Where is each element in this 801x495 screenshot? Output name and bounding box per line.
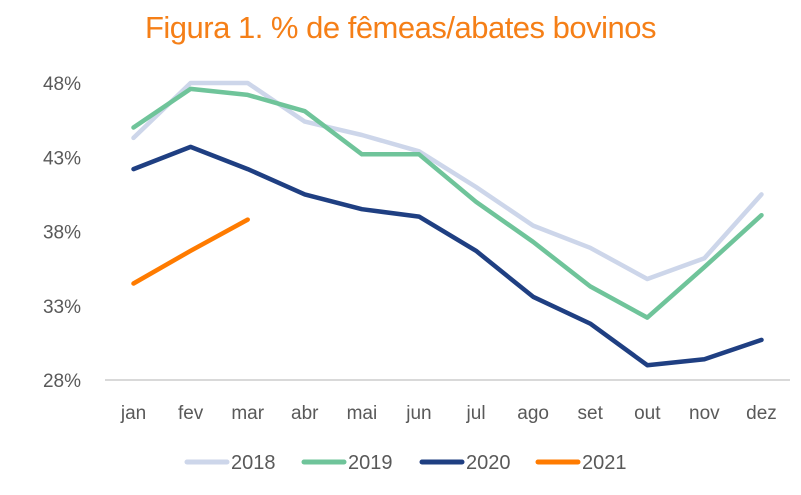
legend: 2018 2019 2020 2021 bbox=[184, 452, 627, 474]
x-tick-label: out bbox=[634, 403, 661, 424]
y-axis-ticks: 28% 33% 38% 43% 48% bbox=[43, 74, 81, 392]
x-tick-label: jun bbox=[405, 403, 431, 424]
series-line-2018 bbox=[131, 80, 764, 282]
legend-item-2021: 2021 bbox=[535, 452, 627, 474]
y-tick-label: 48% bbox=[43, 74, 81, 95]
legend-item-2019: 2019 bbox=[301, 452, 393, 474]
y-tick-label: 43% bbox=[43, 148, 81, 169]
chart-title: Figura 1. % de fêmeas/abates bovinos bbox=[144, 10, 657, 45]
x-tick-label: dez bbox=[746, 403, 777, 424]
legend-label: 2020 bbox=[466, 452, 511, 474]
x-axis-ticks: jan fev mar abr mai jun jul ago set out nov dez bbox=[120, 403, 777, 424]
x-tick-label: abr bbox=[291, 403, 319, 424]
y-tick-label: 33% bbox=[43, 297, 81, 318]
series-lines bbox=[131, 80, 764, 368]
x-tick-label: mai bbox=[347, 403, 378, 424]
legend-label: 2021 bbox=[582, 452, 627, 474]
x-tick-label: set bbox=[578, 403, 604, 424]
y-tick-label: 38% bbox=[43, 223, 81, 244]
legend-label: 2019 bbox=[348, 452, 393, 474]
legend-label: 2018 bbox=[231, 452, 276, 474]
y-tick-label: 28% bbox=[43, 371, 81, 392]
x-tick-label: mar bbox=[231, 403, 264, 424]
x-tick-label: fev bbox=[178, 403, 204, 424]
series-line-2019 bbox=[131, 86, 764, 320]
legend-item-2018: 2018 bbox=[184, 452, 276, 474]
x-tick-label: jan bbox=[120, 403, 146, 424]
legend-item-2020: 2020 bbox=[419, 452, 511, 474]
x-tick-label: jul bbox=[466, 403, 486, 424]
x-tick-label: nov bbox=[689, 403, 720, 424]
x-tick-label: ago bbox=[517, 403, 549, 424]
series-line-2020 bbox=[131, 144, 764, 368]
series-line-2021 bbox=[131, 217, 250, 286]
